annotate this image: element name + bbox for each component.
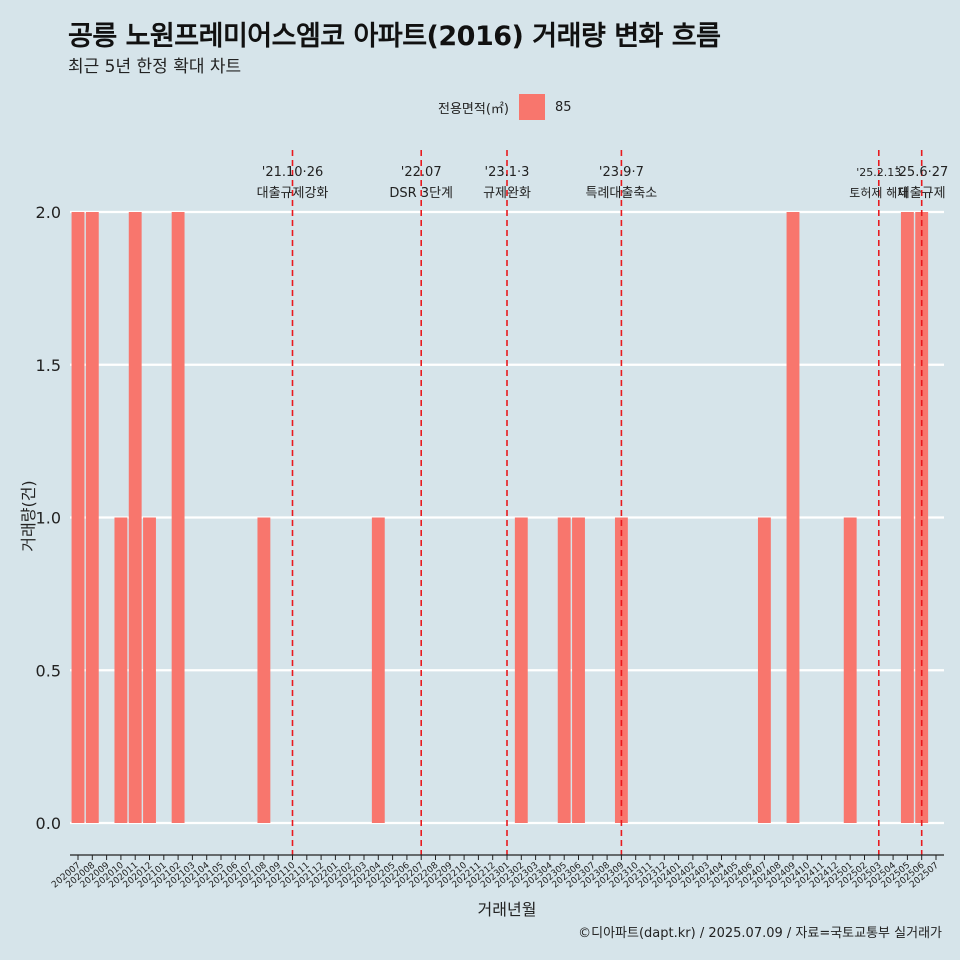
event-label: DSR 3단계 xyxy=(389,186,453,201)
bar xyxy=(143,517,156,823)
bar xyxy=(915,212,929,823)
legend-title: 전용면적(㎡) xyxy=(438,101,509,117)
event-date: '25.6·27 xyxy=(895,165,948,180)
y-tick-label: 0.5 xyxy=(36,661,61,680)
event-label: 토허제 해제 xyxy=(849,186,908,200)
bar xyxy=(557,517,571,823)
bar xyxy=(257,517,271,823)
chart-title: 공릉 노원프레미어스엠코 아파트(2016) 거래량 변화 흐름 xyxy=(68,21,721,52)
event-label: 대출규제강화 xyxy=(257,186,329,201)
bar xyxy=(114,517,128,823)
bar xyxy=(757,517,771,823)
y-tick-label: 2.0 xyxy=(36,203,61,222)
y-tick-label: 0.0 xyxy=(36,814,61,833)
y-axis-label: 거래량(건) xyxy=(19,480,38,551)
y-tick-label: 1.0 xyxy=(36,509,61,528)
event-date: '23.9·7 xyxy=(599,165,644,180)
event-label: 특례대출축소 xyxy=(586,186,658,201)
event-label: 규제완화 xyxy=(483,186,531,201)
event-date: '21.10·26 xyxy=(262,165,323,180)
bar xyxy=(71,212,85,823)
legend: 전용면적(㎡) 85 xyxy=(438,93,572,121)
event-date: '23.1·3 xyxy=(485,165,530,180)
bar xyxy=(371,517,385,823)
bar xyxy=(171,212,185,823)
x-axis: 2020072020082020092020102020112020122021… xyxy=(50,854,944,890)
bar xyxy=(900,212,914,823)
source-caption: ©디아파트(dapt.kr) / 2025.07.09 / 자료=국토교통부 실… xyxy=(578,926,942,941)
event-label: 대출규제 xyxy=(898,186,946,201)
chart-subtitle: 최근 5년 한정 확대 차트 xyxy=(68,57,242,77)
bar xyxy=(572,517,585,823)
event-lines: '21.10·26 대출규제강화 '22.07 DSR 3단계 '23.1·3 규제완화 '… xyxy=(257,150,948,855)
bar xyxy=(128,212,142,823)
y-axis-ticks: 0.0 0.5 1.0 1.5 2.0 xyxy=(36,203,61,833)
bar xyxy=(85,212,99,823)
bar xyxy=(843,517,857,823)
legend-label: 85 xyxy=(554,99,572,115)
x-axis-label: 거래년월 xyxy=(478,900,537,919)
y-tick-label: 1.5 xyxy=(36,356,61,375)
bar xyxy=(786,212,800,823)
event-date: '25.2.13 xyxy=(856,166,901,179)
event-date: '22.07 xyxy=(401,165,442,180)
legend-swatch xyxy=(518,94,545,120)
bar xyxy=(514,517,528,823)
bars xyxy=(71,212,929,823)
